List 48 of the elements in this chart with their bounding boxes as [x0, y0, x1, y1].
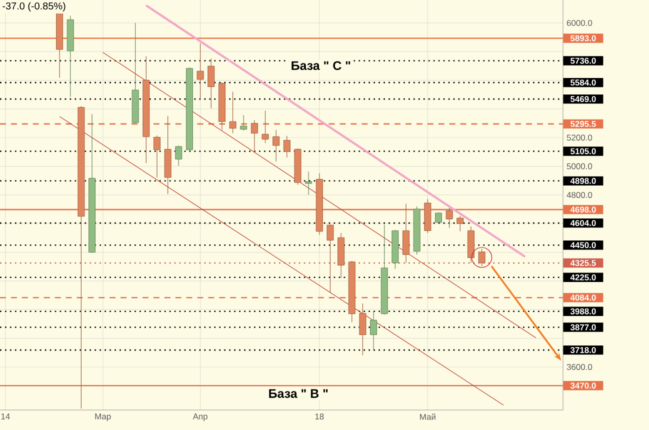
ref-line-label: 4898.0	[570, 178, 596, 184]
x-tick-label: Май	[420, 414, 436, 420]
ref-line-label: 5893.0	[570, 35, 596, 42]
ref-line-label: 5736.0	[570, 58, 596, 64]
candlestick	[370, 310, 378, 350]
candlestick	[240, 114, 248, 131]
candlestick	[478, 248, 486, 267]
candlestick	[272, 130, 280, 162]
ref-line-label: 4698.0	[570, 206, 596, 213]
ref-line-label: 4604.0	[570, 220, 596, 226]
candlestick	[175, 145, 182, 166]
ref-line-label: 5469.0	[570, 96, 596, 102]
candlestick	[153, 135, 160, 178]
y-tick-label: 5200.0	[566, 134, 592, 141]
candlestick	[359, 303, 366, 356]
ref-line-label: 5584.0	[570, 80, 596, 86]
ref-line-label: 3718.0	[570, 347, 596, 354]
ref-line-label: 4450.0	[570, 242, 596, 248]
ref-line-label: 5295.5	[570, 120, 596, 127]
candlestick	[456, 215, 464, 232]
candlestick	[283, 136, 290, 158]
candlestick	[402, 203, 410, 264]
candlestick	[326, 224, 334, 294]
annotation: -37.0 (-0.85%)	[2, 2, 66, 12]
annotation: База " B "	[269, 389, 328, 398]
x-tick-label: Мар	[95, 414, 111, 422]
candlestick	[229, 91, 236, 134]
y-tick-label: 6000.0	[566, 20, 592, 26]
ref-line-label: 5105.0	[570, 148, 596, 154]
candlestick	[208, 58, 215, 109]
x-tick-label: 18	[315, 414, 324, 420]
candlestick	[446, 208, 453, 228]
ref-line-label: 4325.5	[570, 260, 596, 266]
annotation: База " C "	[292, 61, 350, 70]
candlestick	[250, 120, 258, 152]
y-tick-label: 3600.0	[566, 364, 592, 370]
candlestick	[196, 43, 204, 100]
y-tick-label: 4800.0	[566, 192, 592, 198]
candlestick	[305, 171, 312, 196]
x-tick-label: 14	[1, 414, 10, 420]
ref-line-label: 3877.0	[570, 324, 596, 330]
ref-line-label: 4084.0	[570, 294, 596, 301]
ref-line-label: 3988.0	[570, 308, 596, 314]
ref-line-label: 3470.0	[570, 382, 596, 389]
ref-line-label: 4225.0	[570, 274, 596, 280]
x-tick-label: Апр	[192, 414, 208, 422]
y-tick-label: 5000.0	[566, 163, 592, 170]
candlestick	[262, 110, 269, 144]
